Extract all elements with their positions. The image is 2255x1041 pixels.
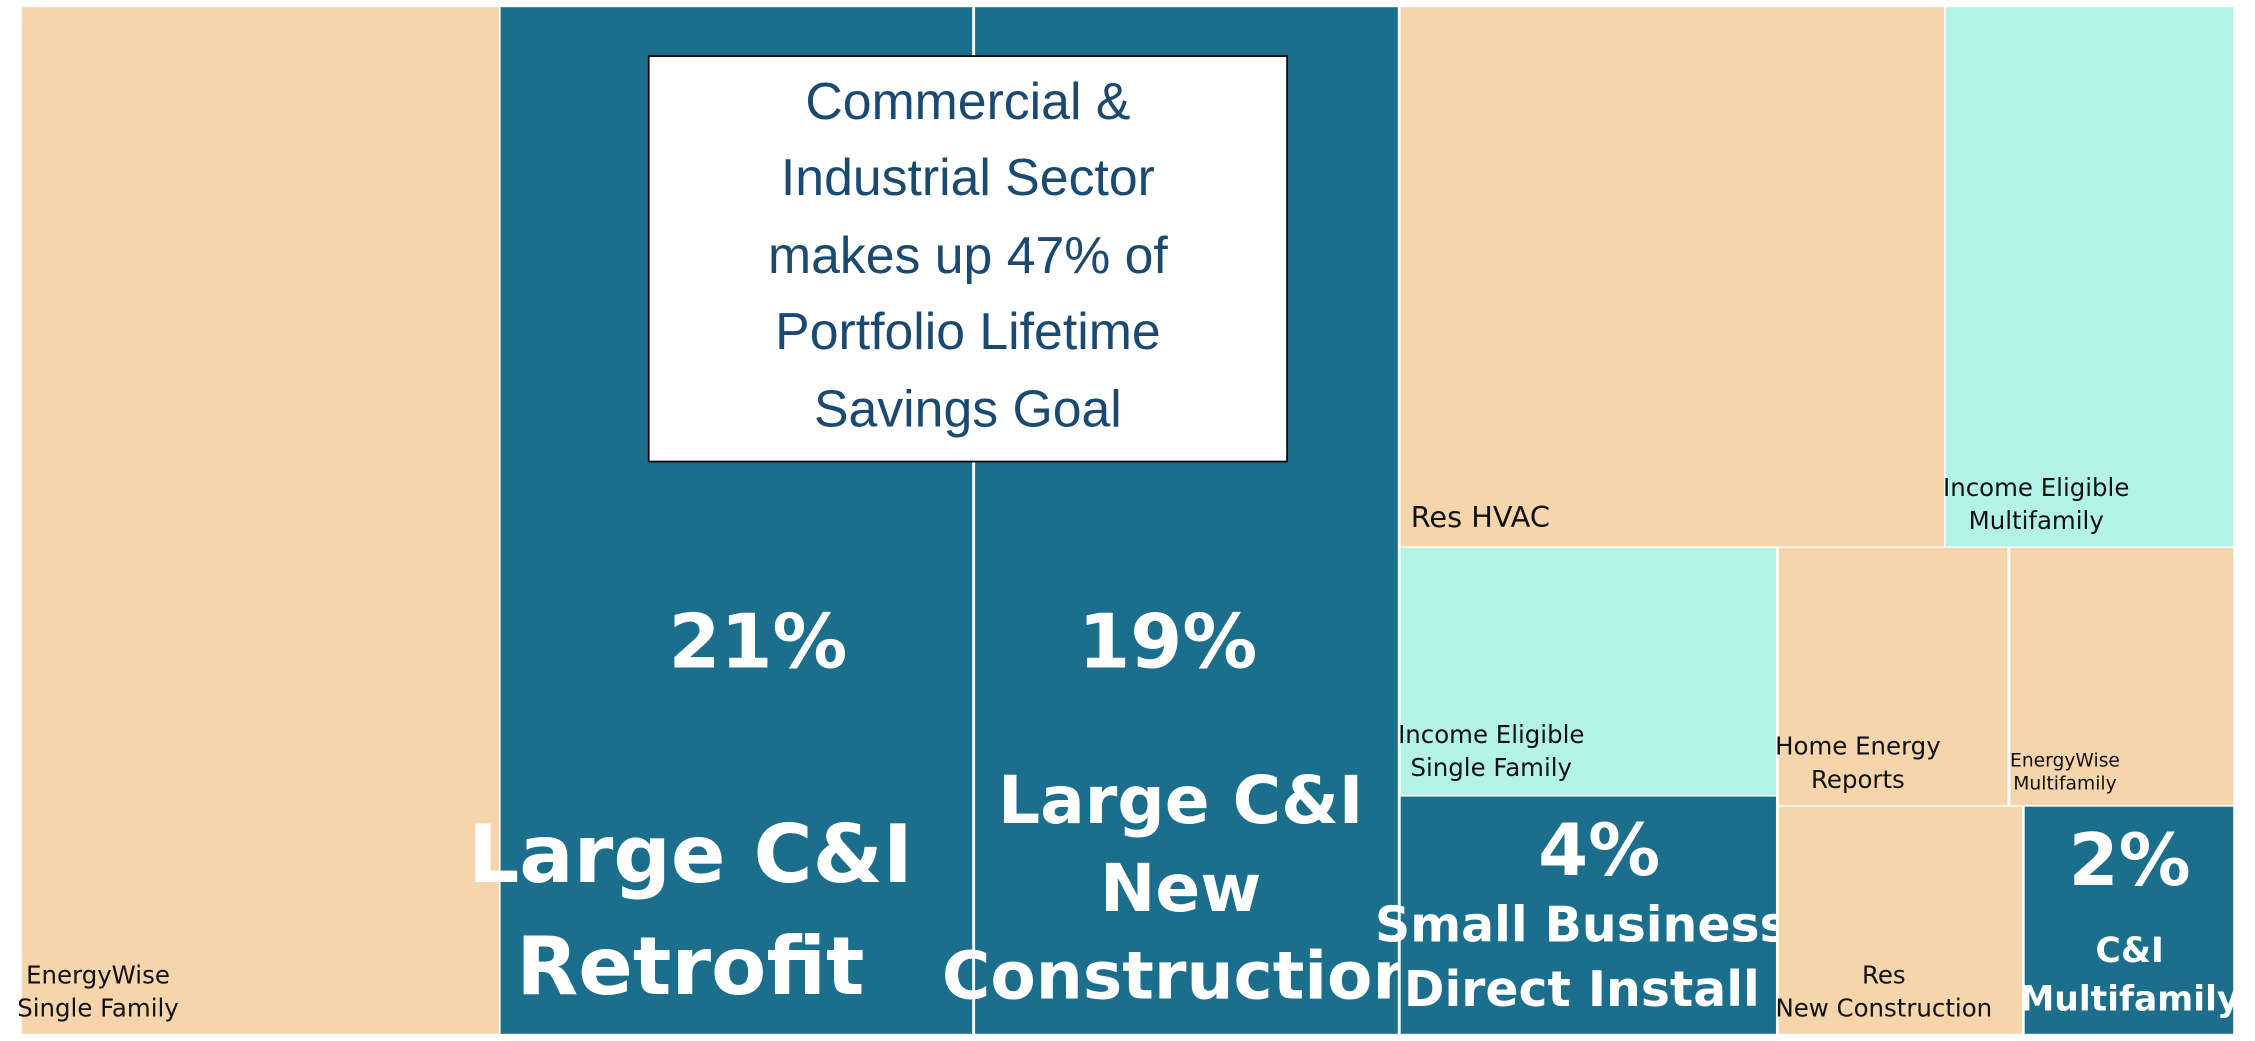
tile-value-label: 2% — [2069, 818, 2191, 902]
treemap-tile — [21, 7, 500, 1034]
tile-label: Home Energy Reports — [1775, 732, 1941, 794]
treemap-tile — [1945, 7, 2234, 547]
treemap-tile — [1778, 806, 2022, 1034]
treemap-tile — [1400, 796, 1776, 1034]
tile-label: Small Business Direct Install — [1375, 896, 1789, 1018]
tile-label: Income Eligible Single Family — [1398, 720, 1584, 782]
treemap-tile — [2024, 806, 2234, 1034]
tile-label: Large C&I Retrofit — [468, 807, 913, 1013]
tile-label: Large C&I New Construction — [942, 762, 1420, 1014]
treemap-tile — [2010, 547, 2234, 806]
treemap-tile — [1778, 547, 2008, 806]
tile-label: EnergyWise Single Family — [17, 960, 179, 1022]
tile-value-label: 21% — [669, 599, 848, 686]
treemap-tile — [1400, 547, 1776, 796]
tile-label: Res HVAC — [1411, 500, 1550, 534]
tile-label: EnergyWise Multifamily — [2010, 750, 2120, 794]
annotation-box — [647, 55, 1288, 463]
annotation-text: Commercial & Industrial Sector makes up 47… — [768, 72, 1168, 438]
treemap-tile — [1400, 7, 1945, 547]
tile-label: Income Eligible Multifamily — [1943, 473, 2129, 535]
tile-label: C&I Multifamily — [2020, 930, 2239, 1019]
tile-value-label: 4% — [1538, 808, 1660, 892]
tile-label: Res New Construction — [1775, 960, 1992, 1022]
tile-value-label: 19% — [1078, 599, 1257, 686]
